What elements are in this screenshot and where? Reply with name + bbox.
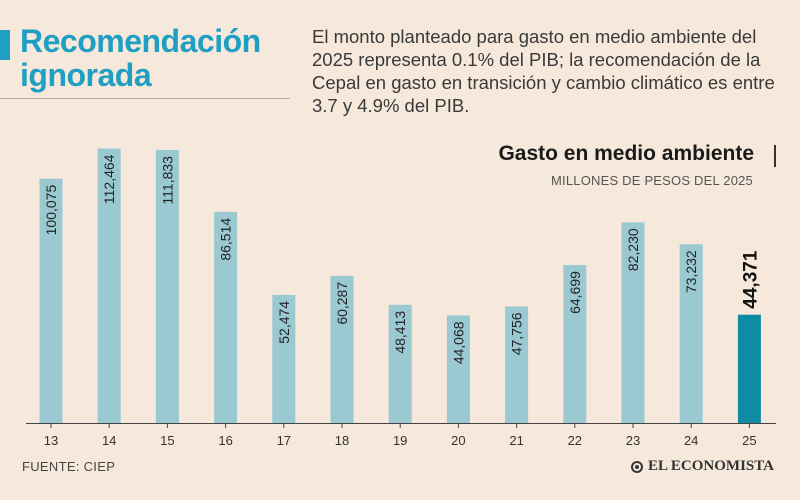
logo-mark-icon <box>631 461 643 473</box>
x-tick-label: 21 <box>509 433 523 448</box>
data-label: 52,474 <box>276 301 292 344</box>
data-label: 112,464 <box>101 154 117 204</box>
publisher-logo: EL ECONOMISTA <box>631 458 774 475</box>
logo-text: EL ECONOMISTA <box>648 458 774 475</box>
x-tick-label: 14 <box>102 433 116 448</box>
bar-highlight-25 <box>738 315 761 423</box>
bar-chart: 13 100,075 14 112,464 15 111,833 16 86,514 17 52,… <box>0 0 800 500</box>
data-label: 60,287 <box>334 282 350 325</box>
data-label-highlight: 44,371 <box>740 250 761 309</box>
data-label: 64,699 <box>567 271 583 314</box>
data-label: 48,413 <box>392 311 408 354</box>
data-label: 111,833 <box>159 156 175 205</box>
x-tick-label: 16 <box>218 433 232 448</box>
x-tick-label: 25 <box>742 433 756 448</box>
data-label: 73,232 <box>683 250 699 293</box>
source-note: FUENTE: CIEP <box>22 459 115 474</box>
x-tick-label: 15 <box>160 433 174 448</box>
data-label: 44,068 <box>450 321 466 364</box>
x-tick-label: 13 <box>44 433 58 448</box>
data-label: 100,075 <box>43 185 59 236</box>
x-tick-label: 20 <box>451 433 465 448</box>
x-tick-label: 24 <box>684 433 698 448</box>
x-tick-label: 18 <box>335 433 349 448</box>
data-label: 82,230 <box>625 228 641 271</box>
data-label: 47,756 <box>509 312 525 355</box>
data-label: 86,514 <box>218 218 234 261</box>
x-tick-label: 22 <box>568 433 582 448</box>
x-tick-label: 17 <box>277 433 291 448</box>
x-tick-label: 19 <box>393 433 407 448</box>
x-tick-label: 23 <box>626 433 640 448</box>
